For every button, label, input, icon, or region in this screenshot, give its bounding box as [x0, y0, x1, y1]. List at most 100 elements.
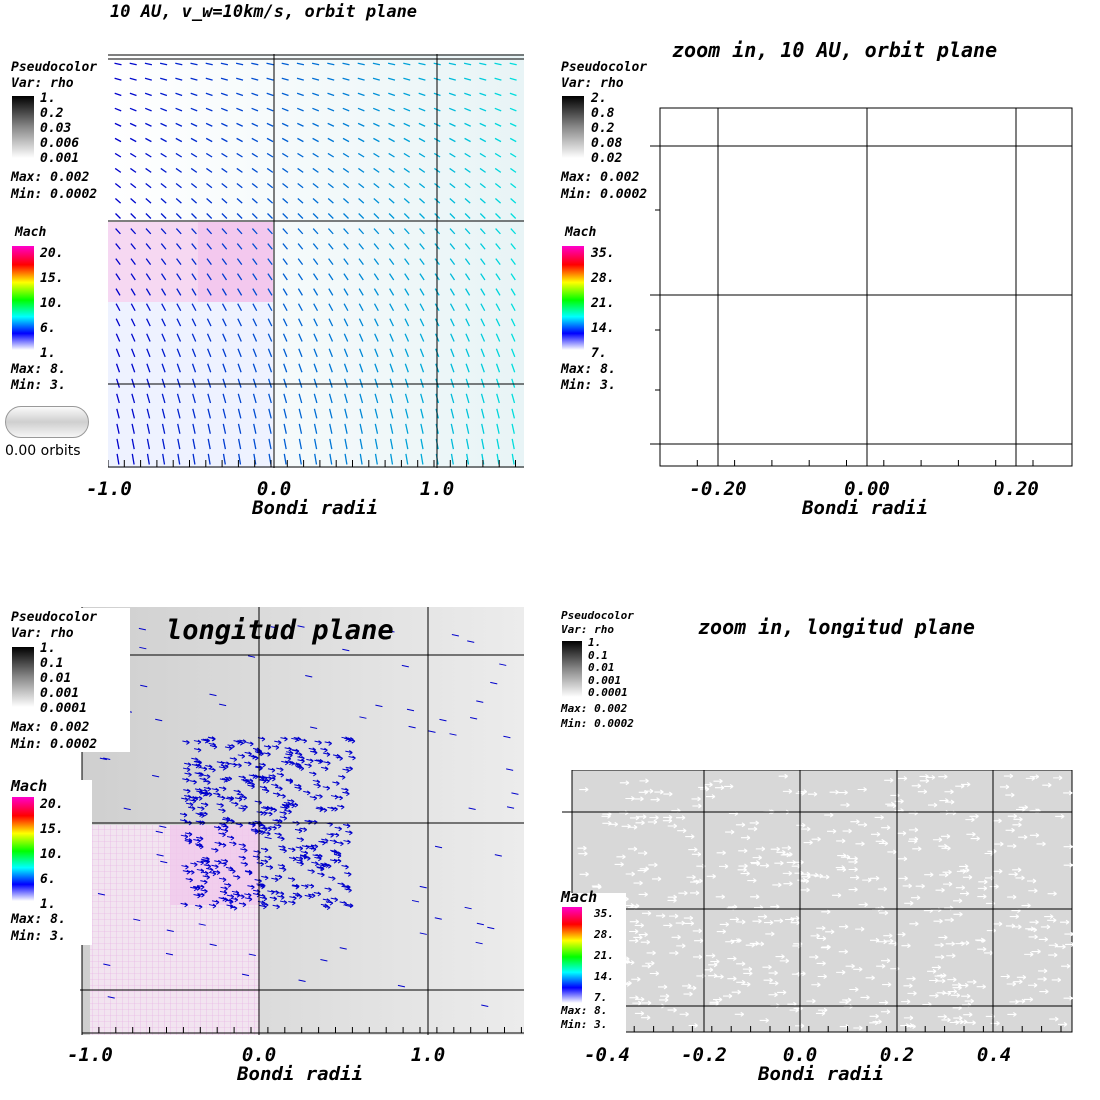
velocity-arrow [977, 885, 988, 891]
velocity-arrow [449, 273, 456, 281]
mach-colorbar [562, 907, 582, 1003]
velocity-arrow [222, 453, 226, 465]
velocity-arrow [869, 1013, 879, 1019]
time-slider-widget[interactable] [5, 406, 89, 438]
velocity-arrow [773, 918, 784, 924]
velocity-arrow [160, 167, 167, 173]
velocity-arrow [176, 393, 181, 404]
velocity-arrow [251, 62, 259, 66]
velocity-arrow [298, 423, 303, 434]
velocity-arrow [327, 92, 335, 97]
velocity-arrow [465, 303, 471, 312]
velocity-arrow [328, 408, 333, 419]
velocity-arrow [277, 836, 285, 842]
velocity-arrow [198, 923, 206, 926]
mach-label: Mach [565, 225, 597, 240]
velocity-arrow [634, 796, 644, 802]
velocity-arrow [708, 973, 718, 979]
velocity-arrow [359, 423, 363, 434]
velocity-arrow [637, 814, 647, 820]
velocity-arrow [339, 947, 347, 950]
velocity-arrow [683, 991, 693, 997]
velocity-arrow [465, 393, 470, 404]
velocity-arrow [294, 828, 303, 834]
velocity-arrow [479, 77, 487, 81]
velocity-arrow [145, 243, 152, 250]
velocity-arrow [912, 846, 922, 852]
velocity-arrow [750, 894, 760, 900]
velocity-arrow [328, 393, 333, 404]
velocity-arrow [192, 423, 196, 434]
velocity-arrow [359, 438, 363, 450]
velocity-arrow [191, 243, 197, 250]
velocity-arrow [909, 921, 919, 927]
velocity-arrow [373, 152, 380, 158]
velocity-arrow [898, 875, 908, 881]
velocity-arrow [235, 62, 244, 66]
velocity-arrow [667, 1007, 677, 1013]
velocity-arrow [183, 788, 191, 794]
velocity-arrow [947, 977, 957, 983]
velocity-arrow [1015, 875, 1025, 881]
velocity-arrow [919, 773, 929, 779]
mach-colorbar [12, 797, 34, 901]
velocity-arrow [214, 859, 222, 865]
velocity-arrow [240, 861, 249, 867]
velocity-arrow [418, 197, 426, 204]
velocity-arrow [328, 273, 334, 281]
mach-colorbar [562, 246, 584, 350]
velocity-arrow [175, 62, 183, 66]
velocity-arrow [279, 811, 287, 816]
velocity-arrow [358, 213, 365, 219]
velocity-arrow [206, 182, 213, 189]
velocity-arrow [495, 288, 501, 296]
velocity-arrow [181, 797, 189, 803]
velocity-arrow [327, 152, 335, 158]
velocity-arrow [345, 766, 353, 772]
velocity-arrow [334, 826, 342, 832]
velocity-arrow [297, 197, 304, 204]
velocity-arrow [206, 348, 212, 358]
velocity-arrow [218, 877, 227, 883]
velocity-arrow [705, 794, 716, 799]
velocity-arrow [322, 785, 331, 791]
velocity-arrow [130, 182, 137, 189]
velocity-arrow [1012, 867, 1022, 873]
velocity-arrow [419, 213, 425, 219]
velocity-arrow [312, 228, 319, 235]
velocity-arrow [848, 887, 858, 893]
velocity-arrow [161, 333, 166, 342]
velocity-arrow [130, 303, 136, 312]
velocity-arrow [691, 796, 701, 802]
velocity-arrow [619, 780, 630, 786]
velocity-arrow [274, 874, 283, 880]
velocity-arrow [145, 228, 152, 235]
velocity-arrow [495, 378, 501, 388]
velocity-arrow [464, 122, 471, 127]
velocity-arrow [237, 393, 242, 404]
velocity-arrow [658, 984, 668, 990]
velocity-arrow [602, 820, 612, 826]
velocity-arrow [480, 258, 486, 266]
velocity-arrow [288, 847, 296, 853]
velocity-arrow [372, 62, 381, 66]
velocity-arrow [1028, 888, 1038, 894]
velocity-arrow [145, 288, 151, 296]
velocity-arrow [176, 288, 182, 296]
velocity-arrow [494, 92, 502, 97]
velocity-arrow [388, 197, 395, 204]
velocity-arrow [343, 363, 349, 373]
velocity-arrow [312, 243, 319, 250]
velocity-arrow [267, 889, 275, 895]
velocity-arrow [479, 122, 487, 127]
velocity-arrow [278, 845, 286, 851]
velocity-arrow [268, 408, 272, 419]
velocity-arrow [221, 122, 228, 127]
velocity-arrow [778, 773, 788, 779]
velocity-arrow [298, 348, 303, 358]
velocity-arrow [238, 453, 242, 465]
velocity-arrow [614, 861, 624, 867]
velocity-arrow [1007, 813, 1018, 819]
velocity-arrow [405, 423, 409, 434]
velocity-arrow [1016, 974, 1027, 980]
